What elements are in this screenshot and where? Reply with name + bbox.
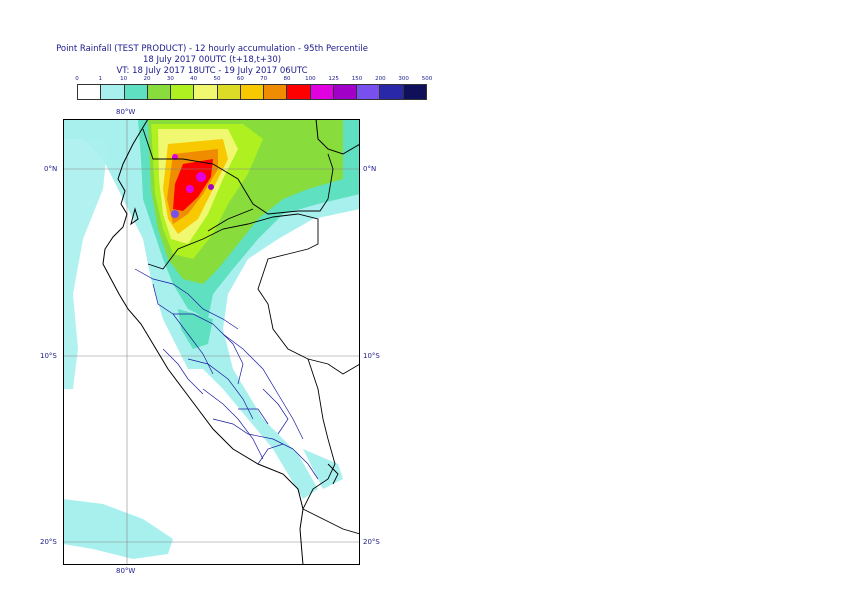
legend-tick-label: 50	[213, 76, 221, 82]
legend-tick-label: 70	[260, 76, 268, 82]
lon-label-bottom: 80°W	[116, 567, 136, 575]
legend-tick-label: 10	[120, 76, 128, 82]
legend-color-bar	[77, 84, 427, 100]
legend-swatch	[357, 85, 381, 99]
legend-swatch	[78, 85, 102, 99]
lat-label-right-20: 20°S	[363, 538, 380, 546]
legend-swatch	[101, 85, 125, 99]
legend-tick-label: 30	[166, 76, 174, 82]
lat-label-right-10: 10°S	[363, 352, 380, 360]
legend-swatch	[194, 85, 218, 99]
map-frame	[63, 119, 360, 565]
graticule	[63, 119, 360, 565]
legend-swatch	[147, 85, 172, 99]
legend-tick-label: 100	[305, 76, 316, 82]
rainfall-map	[63, 119, 360, 565]
lat-label-right-0: 0°N	[363, 165, 377, 173]
legend-tick-label: 1	[98, 76, 103, 82]
legend-tick-label: 500	[421, 76, 433, 82]
legend-swatch	[124, 85, 148, 99]
legend-tick-label: 150	[351, 76, 363, 82]
lat-label-left-0: 0°N	[44, 165, 58, 173]
legend-swatch	[240, 85, 265, 99]
legend-swatch	[380, 85, 404, 99]
legend-swatch	[171, 85, 195, 99]
legend-tick-label: 60	[236, 76, 244, 82]
map-svg	[63, 119, 360, 565]
country-borders	[142, 128, 360, 535]
legend-swatch	[333, 85, 358, 99]
lon-label-top: 80°W	[116, 108, 136, 116]
lat-label-left-20: 20°S	[40, 538, 57, 546]
map-title-line2: 18 July 2017 00UTC (t+18,t+30)	[142, 55, 282, 65]
legend-swatch	[403, 85, 426, 99]
map-title-line1: Point Rainfall (TEST PRODUCT) - 12 hourl…	[56, 44, 368, 54]
legend-tick-label: 80	[283, 76, 291, 82]
legend-swatch	[217, 85, 241, 99]
map-title-line3: VT: 18 July 2017 18UTC - 19 July 2017 06…	[116, 66, 308, 76]
region-borders	[134, 268, 319, 480]
rainfall-field	[63, 119, 360, 559]
lat-label-left-10: 10°S	[40, 352, 57, 360]
legend-swatch	[287, 85, 311, 99]
legend-tick-label: 20	[143, 76, 151, 82]
legend-tick-label: 125	[328, 76, 339, 82]
coastline	[102, 119, 360, 565]
legend-tick-label: 200	[375, 76, 386, 82]
legend-swatch	[310, 85, 334, 99]
legend-swatch	[264, 85, 288, 99]
legend-tick-label: 300	[398, 76, 409, 82]
legend-tick-label: 0	[75, 76, 79, 82]
legend-tick-label: 40	[190, 76, 198, 82]
